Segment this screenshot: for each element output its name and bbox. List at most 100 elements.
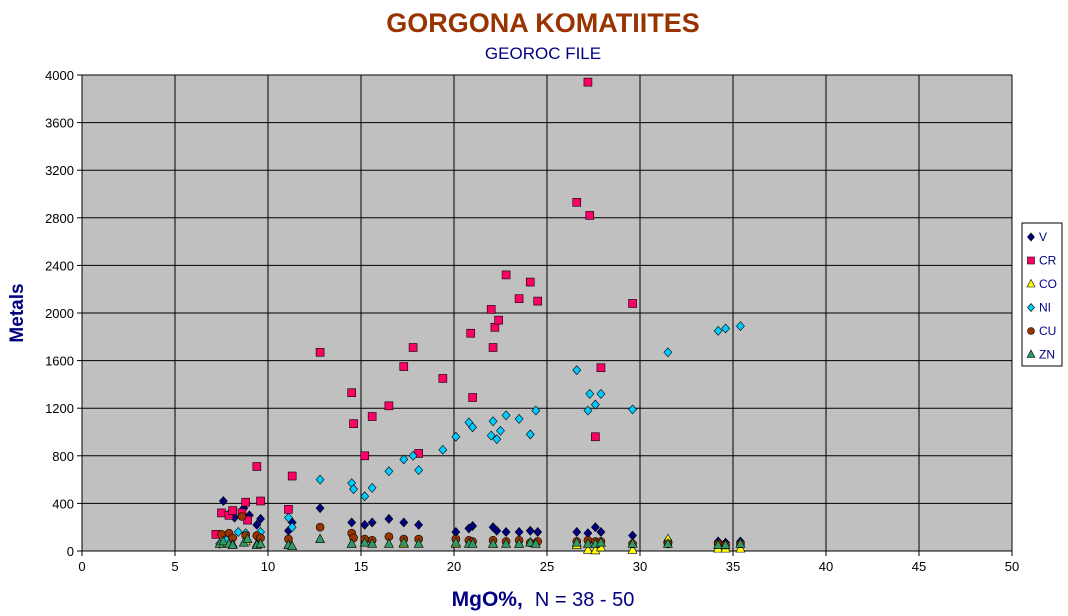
x-tick-label: 40 [819,559,833,574]
y-tick-label: 2800 [45,211,74,226]
v-point [360,519,370,530]
co-point [627,544,638,554]
y-tick-label: 2000 [45,306,74,321]
zn-point [525,537,536,547]
legend-entries: V CR CO NI CU ZN [1026,230,1057,362]
legend-label: ZN [1039,348,1055,362]
ni-point [486,430,496,441]
v-point [525,525,535,536]
legend-label: V [1039,230,1047,244]
zn-point [227,539,238,549]
ni-point [501,410,511,421]
legend-item-zn: ZN [1026,348,1055,362]
zn-point [582,538,593,548]
ni-point [384,466,394,477]
zn-point [488,538,499,548]
cr-point [466,328,476,338]
v-point [218,496,228,506]
cu-point [237,512,247,521]
v-point [414,519,424,530]
chart-subtitle: GEOROC FILE [485,44,601,63]
cr-point [490,322,500,332]
ni-point [514,413,524,424]
zn-point [662,538,673,548]
cr-point [486,305,496,314]
cr-point [533,296,543,306]
y-tick-label: 3200 [45,163,74,178]
ni-point [408,450,418,461]
ni-point [492,434,502,445]
zn-point [595,537,606,547]
y-axis-label: Metals [7,283,28,342]
y-tick-label: 3600 [45,116,74,131]
cr-point [494,315,503,325]
cr-point [591,432,600,442]
cr-point [217,508,226,518]
co-point [582,544,593,554]
ni-point [736,321,745,332]
ni-point [590,399,600,410]
x-tick-label: 5 [171,559,178,574]
ni-point [399,454,409,465]
y-tick-label: 1200 [45,401,74,416]
zn-point [315,533,326,543]
y-tick-label: 1600 [45,354,74,369]
ni-point [414,465,424,476]
legend-marker [1026,349,1036,358]
cr-point [360,451,370,461]
cr-point [241,497,250,507]
cr-point [525,277,535,287]
x-tick-label: 45 [912,559,926,574]
ni-point [284,512,293,523]
v-point [501,527,511,537]
legend: V CR CO NI CU ZN [1021,222,1063,367]
v-point [347,517,357,528]
v-point [399,517,409,528]
axis-ticks: 0 5 10 15 20 25 30 35 40 45 50 0 400 800 1200 1600 2000 2… [45,68,1019,574]
zn-point [735,538,746,548]
zn-point [398,537,409,547]
cr-point [585,211,595,220]
zn-point [346,538,357,548]
legend-marker [1027,303,1035,312]
x-tick-label: 10 [261,559,275,574]
zn-point [530,538,541,548]
ni-point [349,484,358,495]
zn-point [627,538,638,548]
legend-marker [1027,256,1035,265]
cu-point [315,522,325,532]
data-markers [211,77,746,555]
v-point [492,525,502,536]
cr-point [367,412,377,421]
zn-point [413,538,424,548]
cr-point [572,198,582,207]
v-point [367,517,377,528]
v-point [596,527,606,537]
legend-box [1021,222,1063,367]
cr-point [501,270,511,280]
ni-point [360,491,370,502]
x-axis-title: MgO%, [452,588,523,611]
y-tick-label: 4000 [45,68,74,83]
zn-point [501,538,512,548]
grid-lines [82,74,1013,551]
ni-point [287,522,297,533]
cr-point [408,343,418,352]
ni-point [488,416,498,427]
ni-point [468,422,478,433]
cr-point [252,462,262,471]
ni-point [583,405,593,416]
ni-point [367,482,377,493]
legend-item-co: CO [1026,277,1057,291]
cr-point [488,343,498,352]
ni-point [585,388,595,399]
y-tick-label: 800 [52,449,74,464]
ni-point [438,444,448,455]
zn-point [571,537,582,547]
v-point [468,521,478,531]
series-zn [214,533,746,551]
legend-item-ni: NI [1027,301,1051,315]
legend-marker [1027,232,1035,242]
cr-point [349,419,358,428]
cu-point [217,530,226,539]
